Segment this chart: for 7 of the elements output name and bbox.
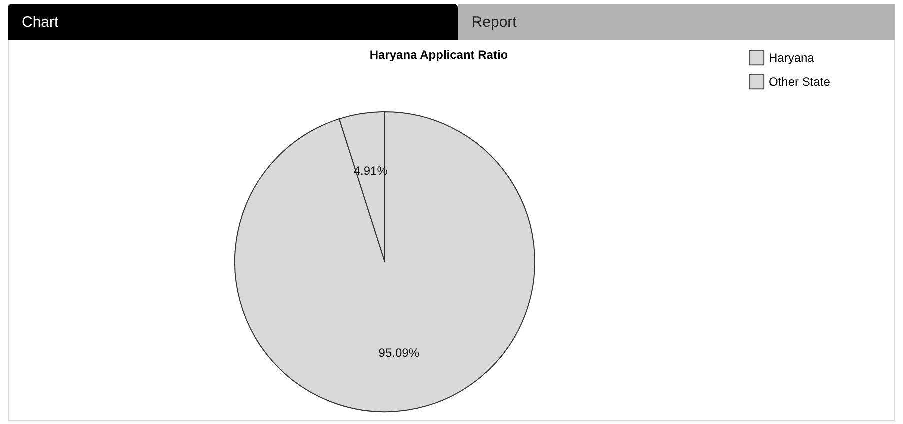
- legend-label: Other State: [769, 75, 831, 89]
- data-label: 95.09%: [378, 346, 420, 360]
- chart-title: Haryana Applicant Ratio: [370, 48, 508, 62]
- pie-slice: [234, 112, 536, 412]
- legend-label: Haryana: [769, 51, 815, 65]
- text: Chart: [8, 4, 458, 40]
- text: Report: [458, 4, 895, 40]
